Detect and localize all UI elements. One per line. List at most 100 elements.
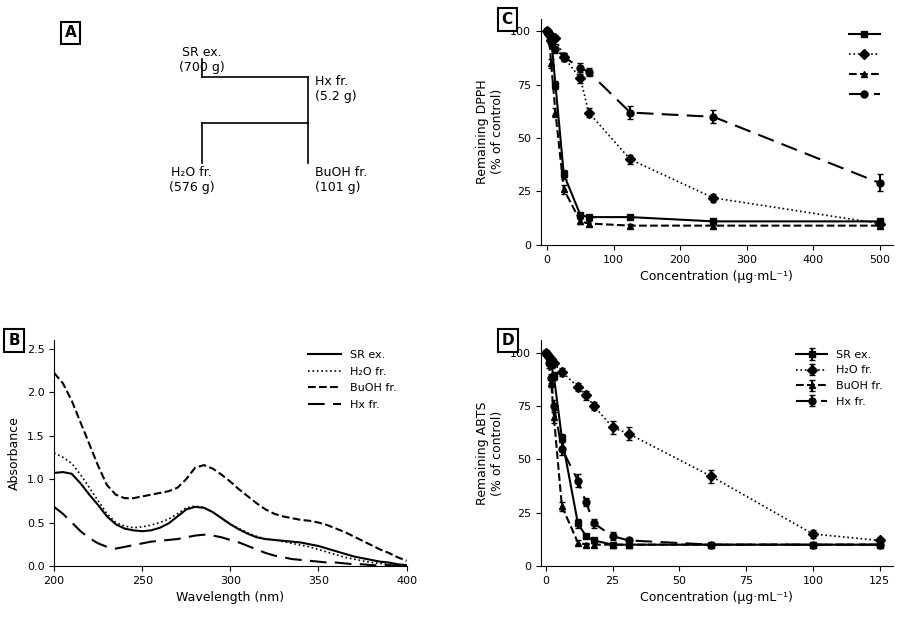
SR ex.	[401, 562, 412, 569]
BuOH fr.	[401, 557, 412, 565]
H₂O fr.	[374, 560, 385, 567]
SR ex.	[278, 537, 289, 544]
BuOH fr.	[93, 462, 104, 470]
H₂O fr.	[67, 460, 78, 467]
SR ex.	[322, 545, 333, 552]
BuOH fr.	[278, 513, 289, 520]
SR ex.	[181, 506, 192, 513]
Hx fr.	[58, 510, 69, 518]
H₂O fr.	[401, 562, 412, 569]
Hx fr.	[75, 527, 86, 535]
Line: BuOH fr.: BuOH fr.	[54, 373, 407, 561]
H₂O fr.	[189, 502, 200, 509]
Hx fr.	[269, 552, 280, 559]
Hx fr.	[243, 542, 253, 550]
BuOH fr.	[234, 486, 244, 493]
SR ex.	[93, 501, 104, 509]
BuOH fr.	[163, 488, 174, 495]
Hx fr.	[234, 539, 244, 546]
Hx fr.	[67, 519, 78, 526]
H₂O fr.	[357, 557, 368, 565]
Hx fr.	[163, 536, 174, 544]
Hx fr.	[119, 543, 130, 550]
Legend: SR ex., H₂O fr., BuOH fr., Hx fr.: SR ex., H₂O fr., BuOH fr., Hx fr.	[792, 345, 888, 411]
SR ex.	[137, 527, 148, 535]
SR ex.	[304, 541, 315, 548]
BuOH fr.	[102, 481, 113, 489]
BuOH fr.	[269, 510, 280, 518]
H₂O fr.	[348, 555, 359, 563]
BuOH fr.	[357, 537, 368, 544]
SR ex.	[128, 527, 139, 534]
Hx fr.	[102, 543, 113, 550]
Hx fr.	[128, 541, 139, 549]
SR ex.	[207, 508, 218, 516]
SR ex.	[172, 513, 183, 520]
SR ex.	[383, 559, 394, 566]
BuOH fr.	[339, 528, 350, 536]
SR ex.	[49, 469, 60, 476]
SR ex.	[243, 530, 253, 537]
SR ex.	[225, 521, 235, 528]
BuOH fr.	[154, 490, 165, 497]
H₂O fr.	[119, 522, 130, 530]
BuOH fr.	[243, 493, 253, 500]
BuOH fr.	[392, 554, 403, 561]
BuOH fr.	[331, 525, 342, 532]
Y-axis label: Remaining DPPH
(% of control): Remaining DPPH (% of control)	[476, 80, 504, 184]
BuOH fr.	[110, 491, 121, 498]
Y-axis label: Absorbance: Absorbance	[8, 416, 21, 490]
H₂O fr.	[260, 536, 271, 543]
Hx fr.	[322, 559, 333, 566]
H₂O fr.	[322, 549, 333, 556]
SR ex.	[331, 547, 342, 555]
Hx fr.	[225, 536, 235, 544]
Hx fr.	[137, 540, 148, 547]
BuOH fr.	[172, 484, 183, 491]
H₂O fr.	[313, 545, 324, 553]
Line: SR ex.: SR ex.	[54, 472, 407, 565]
BuOH fr.	[189, 464, 200, 471]
H₂O fr.	[216, 514, 227, 522]
SR ex.	[216, 514, 227, 522]
Hx fr.	[260, 549, 271, 557]
H₂O fr.	[269, 536, 280, 544]
Legend: SR ex., H₂O fr., BuOH fr., Hx fr.: SR ex., H₂O fr., BuOH fr., Hx fr.	[303, 345, 401, 414]
BuOH fr.	[128, 494, 139, 502]
Hx fr.	[49, 503, 60, 511]
BuOH fr.	[296, 516, 307, 524]
Hx fr.	[296, 556, 307, 564]
BuOH fr.	[137, 493, 148, 500]
Text: B: B	[8, 333, 20, 348]
H₂O fr.	[234, 525, 244, 532]
SR ex.	[84, 491, 95, 498]
Hx fr.	[172, 536, 183, 543]
BuOH fr.	[207, 465, 218, 472]
Hx fr.	[84, 534, 95, 542]
H₂O fr.	[278, 538, 289, 545]
Hx fr.	[339, 560, 350, 567]
Hx fr.	[313, 558, 324, 565]
Hx fr.	[331, 559, 342, 566]
Hx fr.	[278, 554, 289, 561]
Hx fr.	[374, 562, 385, 569]
H₂O fr.	[243, 529, 253, 537]
Hx fr.	[198, 531, 209, 539]
BuOH fr.	[145, 491, 156, 498]
BuOH fr.	[348, 532, 359, 540]
BuOH fr.	[75, 419, 86, 426]
SR ex.	[313, 542, 324, 550]
SR ex.	[119, 525, 130, 532]
X-axis label: Concentration (μg·mL⁻¹): Concentration (μg·mL⁻¹)	[640, 592, 793, 605]
H₂O fr.	[304, 543, 315, 550]
BuOH fr.	[252, 499, 262, 507]
BuOH fr.	[366, 541, 377, 549]
H₂O fr.	[392, 562, 403, 569]
BuOH fr.	[84, 440, 95, 448]
SR ex.	[287, 538, 298, 545]
SR ex.	[366, 556, 377, 564]
Hx fr.	[145, 538, 156, 545]
SR ex.	[296, 539, 307, 546]
H₂O fr.	[296, 541, 307, 549]
H₂O fr.	[49, 449, 60, 457]
